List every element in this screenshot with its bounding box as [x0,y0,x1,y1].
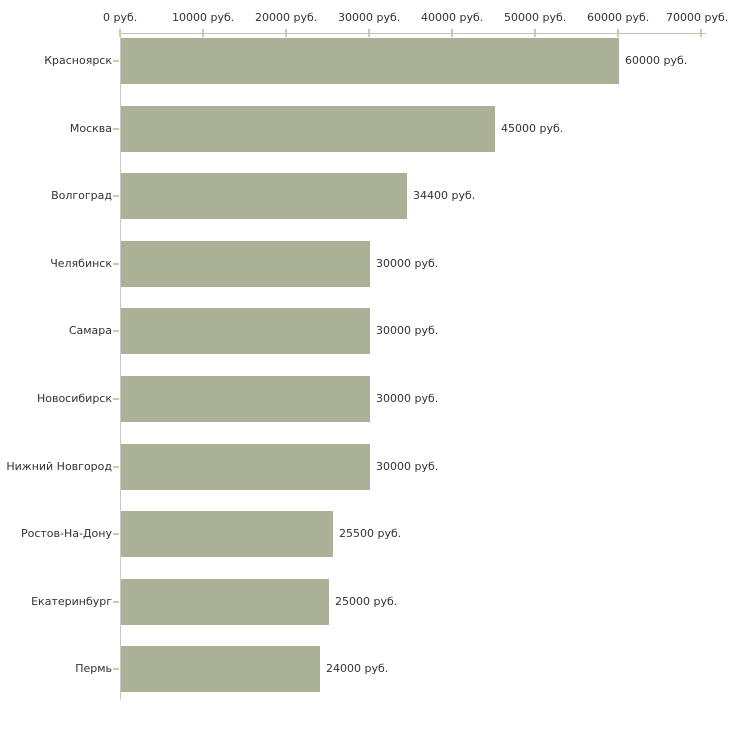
x-axis-tick-label: 60000 руб. [587,11,650,24]
x-axis-tick [700,29,702,37]
bar-value-label: 30000 руб. [376,256,439,270]
category-label: Пермь [75,662,112,676]
category-label: Красноярск [44,54,112,67]
x-axis-tick-label: 70000 руб. [666,11,729,24]
category-label: Москва [69,121,112,135]
x-axis-tick-label: 10000 руб. [172,11,235,24]
bar [121,376,370,422]
bar-value-label: 34400 руб. [413,189,476,203]
x-axis-tick [202,29,204,37]
bar [121,578,329,625]
bar [121,443,370,490]
category-label: Волгоград [51,189,112,203]
category-label: Челябинск [50,256,112,270]
x-axis-tick-label: 50000 руб. [504,11,567,24]
bar-value-label: 60000 руб. [625,54,688,67]
y-axis-tick [113,398,119,400]
category-label: Екатеринбург [31,594,112,608]
y-axis-tick [113,127,119,130]
bar-value-label: 25500 руб. [339,527,402,541]
x-axis-tick [119,29,121,37]
bar-value-label: 45000 руб. [501,121,564,135]
bar [121,173,407,220]
y-axis-tick [113,533,119,536]
y-axis-tick [113,262,119,265]
x-axis-line [120,33,706,34]
bar [121,38,619,84]
bar [121,105,495,152]
bar [121,646,320,693]
bar [121,240,370,287]
category-label: Ростов-На-Дону [20,527,112,541]
x-axis-tick-label: 20000 руб. [255,11,318,24]
y-axis-tick [113,60,119,62]
y-axis-tick [113,465,119,468]
y-axis-tick [113,195,119,198]
x-axis-tick [534,29,536,37]
category-label: Самара [68,324,112,338]
bar [121,308,370,355]
x-axis-tick [451,29,453,37]
x-axis-tick [617,29,619,37]
y-axis-tick [113,600,119,603]
x-axis-tick-label: 0 руб. [103,11,138,24]
bar-value-label: 30000 руб. [376,459,439,473]
y-axis-tick [113,668,119,671]
x-axis-tick-label: 40000 руб. [421,11,484,24]
bar-value-label: 30000 руб. [376,392,439,405]
bar-value-label: 24000 руб. [326,662,389,676]
x-axis-tick [368,29,370,37]
x-axis-tick-label: 30000 руб. [338,11,401,24]
bar-value-label: 25000 руб. [335,594,398,608]
x-axis-tick [285,29,287,37]
category-label: Новосибирск [36,392,112,405]
category-label: Нижний Новгород [6,459,112,473]
y-axis-line [120,33,121,700]
y-axis-tick [113,330,119,333]
bar-value-label: 30000 руб. [376,324,439,338]
bar [121,511,333,558]
